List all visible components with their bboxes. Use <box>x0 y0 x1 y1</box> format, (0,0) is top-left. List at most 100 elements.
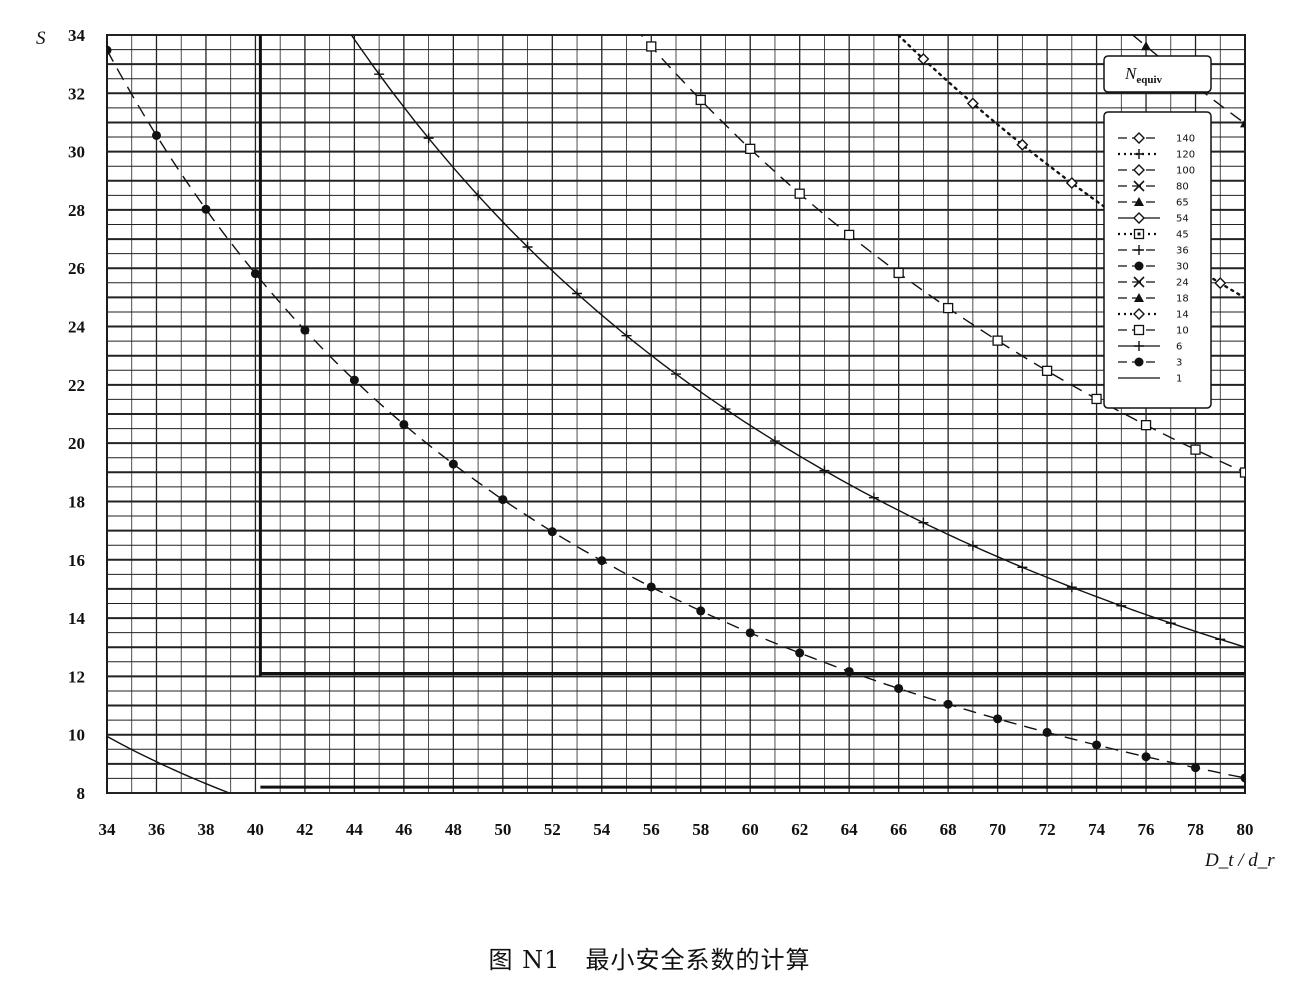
data-point <box>943 699 953 709</box>
data-point <box>918 517 929 528</box>
legend-label: 120 <box>1176 150 1195 161</box>
data-point <box>967 540 978 551</box>
safety-factor-chart: 34 36 38 40 42 44 46 48 50 52 54 56 58 60 62 64 66 68 70 72… <box>36 26 1275 871</box>
data-point <box>1016 138 1029 151</box>
data-point <box>201 204 211 214</box>
legend-marker <box>1133 324 1145 336</box>
data-point <box>250 269 260 279</box>
data-point <box>1214 277 1227 290</box>
data-point <box>1165 618 1176 629</box>
x-tick-label: 80 <box>1237 820 1254 839</box>
data-point <box>769 436 780 447</box>
legend-label: 36 <box>1176 246 1189 257</box>
legend-marker <box>1133 308 1145 320</box>
data-point <box>1041 365 1053 376</box>
data-point <box>522 241 533 252</box>
legend-marker <box>1134 341 1144 351</box>
x-tick-label: 58 <box>692 820 709 839</box>
legend-marker <box>1134 197 1144 206</box>
x-tick-label: 70 <box>989 820 1006 839</box>
legend-label: 30 <box>1176 262 1189 273</box>
legend-entry-100: 100 <box>1118 164 1195 177</box>
x-tick-label: 46 <box>395 820 412 839</box>
data-point <box>107 45 112 55</box>
x-tick-label: 78 <box>1187 820 1204 839</box>
legend-entry-10: 10 <box>1118 324 1189 337</box>
x-tick-label: 42 <box>296 820 313 839</box>
reference-lines <box>258 35 1245 789</box>
data-point <box>942 302 954 314</box>
legend-marker <box>1134 149 1144 159</box>
data-point <box>917 53 930 66</box>
y-tick-label: 32 <box>68 84 85 103</box>
legend-label: 54 <box>1176 214 1189 225</box>
data-point <box>151 130 161 140</box>
data-point <box>1239 467 1245 478</box>
series-3 <box>107 45 1245 783</box>
data-point <box>399 419 409 429</box>
x-tick-label: 68 <box>940 820 957 839</box>
grid-lines <box>106 34 1246 794</box>
legend-entry-3: 3 <box>1118 357 1182 369</box>
x-tick-label: 62 <box>791 820 808 839</box>
data-point <box>572 288 583 299</box>
x-tick-label: 38 <box>197 820 214 839</box>
legend-entry-45: 45 <box>1118 228 1189 241</box>
legend-entry-120: 120 <box>1118 149 1195 161</box>
data-point <box>1091 393 1102 405</box>
x-tick-label: 52 <box>544 820 561 839</box>
legend-entry-65: 65 <box>1118 197 1189 209</box>
data-point <box>794 188 805 199</box>
data-point <box>1190 444 1201 455</box>
y-tick-label: 28 <box>68 201 85 220</box>
data-point <box>795 648 805 658</box>
x-tick-label: 60 <box>742 820 759 839</box>
y-axis-label: S <box>36 28 46 49</box>
data-point <box>696 606 706 616</box>
y-tick-label: 24 <box>68 318 86 337</box>
legend-entry-6: 6 <box>1118 341 1182 353</box>
legend-entry-18: 18 <box>1118 293 1189 305</box>
x-tick-label: 48 <box>445 820 462 839</box>
y-tick-label: 34 <box>68 26 86 45</box>
legend-label: 10 <box>1176 326 1189 337</box>
series-line-3 <box>107 49 1245 779</box>
legend-title-box <box>1103 55 1212 93</box>
legend-label: 65 <box>1176 198 1189 209</box>
legend-marker <box>1133 228 1145 240</box>
legend-entry-14: 14 <box>1118 308 1189 321</box>
x-tick-label: 34 <box>99 820 117 839</box>
data-point <box>498 495 508 505</box>
legend-label: 3 <box>1176 358 1182 369</box>
series-line-10 <box>640 35 1245 474</box>
x-tick-label: 66 <box>890 820 907 839</box>
legend-entry-36: 36 <box>1118 245 1189 257</box>
data-point <box>1065 177 1078 190</box>
data-point <box>621 330 632 341</box>
y-tick-label: 12 <box>68 667 85 686</box>
data-point <box>819 465 830 476</box>
legend-label: 100 <box>1176 166 1195 177</box>
x-tick-label: 72 <box>1039 820 1056 839</box>
legend-label: 45 <box>1176 230 1189 241</box>
y-tick-label: 18 <box>68 492 85 511</box>
x-tick-label: 40 <box>247 820 264 839</box>
legend-marker <box>1134 293 1144 302</box>
data-point <box>894 683 904 693</box>
legend-label: 80 <box>1176 182 1189 193</box>
legend-marker <box>1133 180 1145 192</box>
legend-marker <box>1134 245 1144 255</box>
data-point <box>745 143 756 154</box>
legend-marker <box>1133 132 1145 144</box>
series-10 <box>640 35 1245 478</box>
data-point <box>448 459 458 469</box>
data-point <box>646 582 656 592</box>
data-point <box>745 628 755 638</box>
data-point <box>597 556 607 566</box>
legend-marker <box>1134 261 1144 271</box>
legend-entry-30: 30 <box>1118 261 1189 273</box>
x-tick-label: 74 <box>1088 820 1106 839</box>
x-tick-label: 64 <box>841 820 859 839</box>
figure-caption: 图 N1 最小安全系数的计算 <box>488 946 811 974</box>
x-tick-label: 44 <box>346 820 364 839</box>
